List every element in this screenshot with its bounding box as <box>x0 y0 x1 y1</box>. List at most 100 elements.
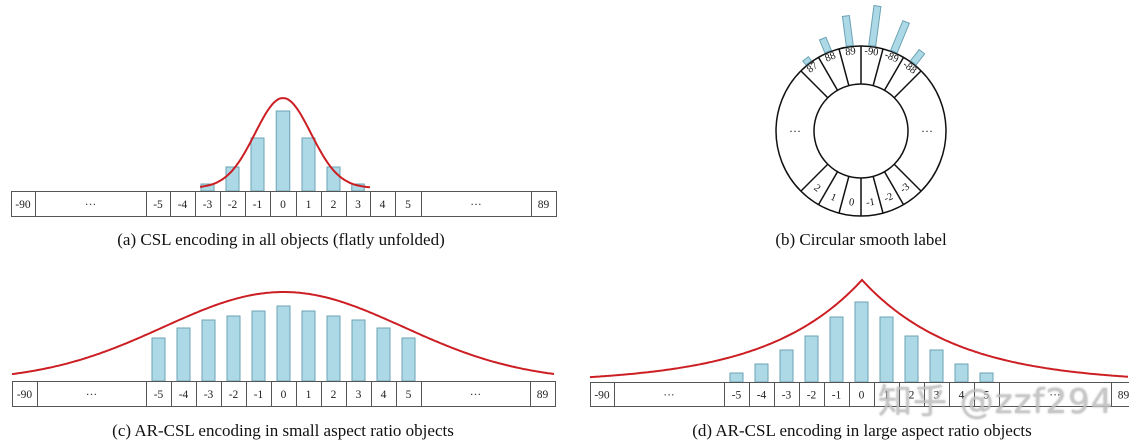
cell-label: ··· <box>1049 390 1061 402</box>
caption-d: (d) AR-CSL encoding in large aspect rati… <box>692 421 1032 440</box>
cell-label: -2 <box>807 390 817 402</box>
caption-a: (a) CSL encoding in all objects (flatly … <box>117 230 445 249</box>
cell-ellipsis <box>999 382 1112 407</box>
ring-label--90: -90 <box>864 46 879 59</box>
cell-label: 4 <box>380 199 386 211</box>
radial-bar-88 <box>818 36 832 54</box>
cell-label: 3 <box>356 389 362 401</box>
cell-label: 0 <box>280 199 286 211</box>
ring-divider <box>817 171 839 205</box>
cell-89 <box>530 381 556 407</box>
bar--5 <box>151 337 166 382</box>
ring-divider <box>893 70 922 99</box>
cell-label: -90 <box>17 389 33 401</box>
cell-label: ··· <box>663 390 675 402</box>
cell-label: 2 <box>909 390 915 402</box>
ring-divider <box>838 48 850 86</box>
ring-divider <box>893 163 922 192</box>
radial-bar--90 <box>868 5 882 47</box>
cell--5 <box>146 381 172 407</box>
cell-0 <box>271 381 297 407</box>
bar--4 <box>754 363 769 383</box>
cell-5 <box>396 381 422 407</box>
cell-label: 3 <box>934 390 940 402</box>
cell-1 <box>874 382 900 407</box>
bar-1 <box>879 316 894 383</box>
radial-bar--89 <box>890 19 911 54</box>
cell-3 <box>924 382 950 407</box>
cell-label: 3 <box>355 199 361 211</box>
cell-label: -1 <box>253 199 263 211</box>
ring-label-89: 89 <box>845 46 857 58</box>
cell--3 <box>774 382 800 407</box>
bar--1 <box>251 310 266 382</box>
bar--1 <box>250 137 265 192</box>
cell-label: 5 <box>405 199 411 211</box>
cell-label: 0 <box>281 389 287 401</box>
smoothing-curve <box>199 97 371 189</box>
cell--4 <box>171 381 197 407</box>
cell-2 <box>321 191 347 217</box>
bar-5 <box>979 372 994 383</box>
bar-5 <box>401 337 416 382</box>
cell-label: -4 <box>178 199 188 211</box>
ring-label--2: -2 <box>883 191 895 205</box>
bar-0 <box>854 301 869 383</box>
cell-label: ··· <box>470 199 482 211</box>
cell-label: -90 <box>594 390 610 402</box>
cell-label: ··· <box>85 199 97 211</box>
cell-label: 0 <box>859 390 865 402</box>
cell-label: 1 <box>884 390 890 402</box>
ring-divider <box>872 48 884 86</box>
cell-label: -4 <box>179 389 189 401</box>
bar--4 <box>176 327 191 382</box>
cell-label: 5 <box>406 389 412 401</box>
ring-divider <box>800 163 829 192</box>
radial-bar-87 <box>802 55 813 66</box>
cell-label: 5 <box>984 390 990 402</box>
bar-1 <box>301 310 316 382</box>
bar-0 <box>275 110 291 192</box>
radial-bar--88 <box>909 48 926 66</box>
ring-label-2: 2 <box>811 183 822 195</box>
cell-label: 1 <box>306 199 312 211</box>
cell--4 <box>170 191 196 217</box>
cell--3 <box>196 381 222 407</box>
cell-label: 4 <box>381 389 387 401</box>
cell-label: -3 <box>204 389 214 401</box>
bar-3 <box>351 319 366 382</box>
bar-2 <box>904 335 919 383</box>
cell-label: -4 <box>757 390 767 402</box>
cell-ellipsis <box>35 191 147 217</box>
bar--1 <box>829 316 844 383</box>
ring-divider <box>883 57 905 91</box>
caption-b: (b) Circular smooth label <box>775 230 947 249</box>
ring-inner <box>813 83 909 179</box>
ring-label-1: 1 <box>829 192 838 204</box>
panel-c-ar-csl-small: -90 ··· -5 -4 -3 -2 -1 0 1 2 3 4 5 ··· 89 <box>11 291 556 407</box>
cell--2 <box>221 381 247 407</box>
cell--2 <box>220 191 246 217</box>
ring-divider <box>838 176 850 214</box>
cell-89 <box>531 191 557 217</box>
cell-label: -1 <box>832 390 842 402</box>
ring-label-88: 88 <box>824 50 838 64</box>
bar--2 <box>226 315 241 382</box>
bar--5 <box>729 372 744 383</box>
bar--3 <box>779 349 794 383</box>
cell--1 <box>824 382 850 407</box>
bar-4 <box>376 327 391 382</box>
ring-label--89: -89 <box>883 50 900 66</box>
cell-label: 2 <box>331 389 337 401</box>
cell-label: ··· <box>470 389 482 401</box>
cell--1 <box>246 381 272 407</box>
cell-label: -5 <box>732 390 742 402</box>
cell--90 <box>12 381 38 407</box>
cell-ellipsis <box>421 381 531 407</box>
cell-label: -5 <box>154 389 164 401</box>
cell-label: -3 <box>782 390 792 402</box>
cell-label: -3 <box>203 199 213 211</box>
cell-4 <box>371 381 397 407</box>
